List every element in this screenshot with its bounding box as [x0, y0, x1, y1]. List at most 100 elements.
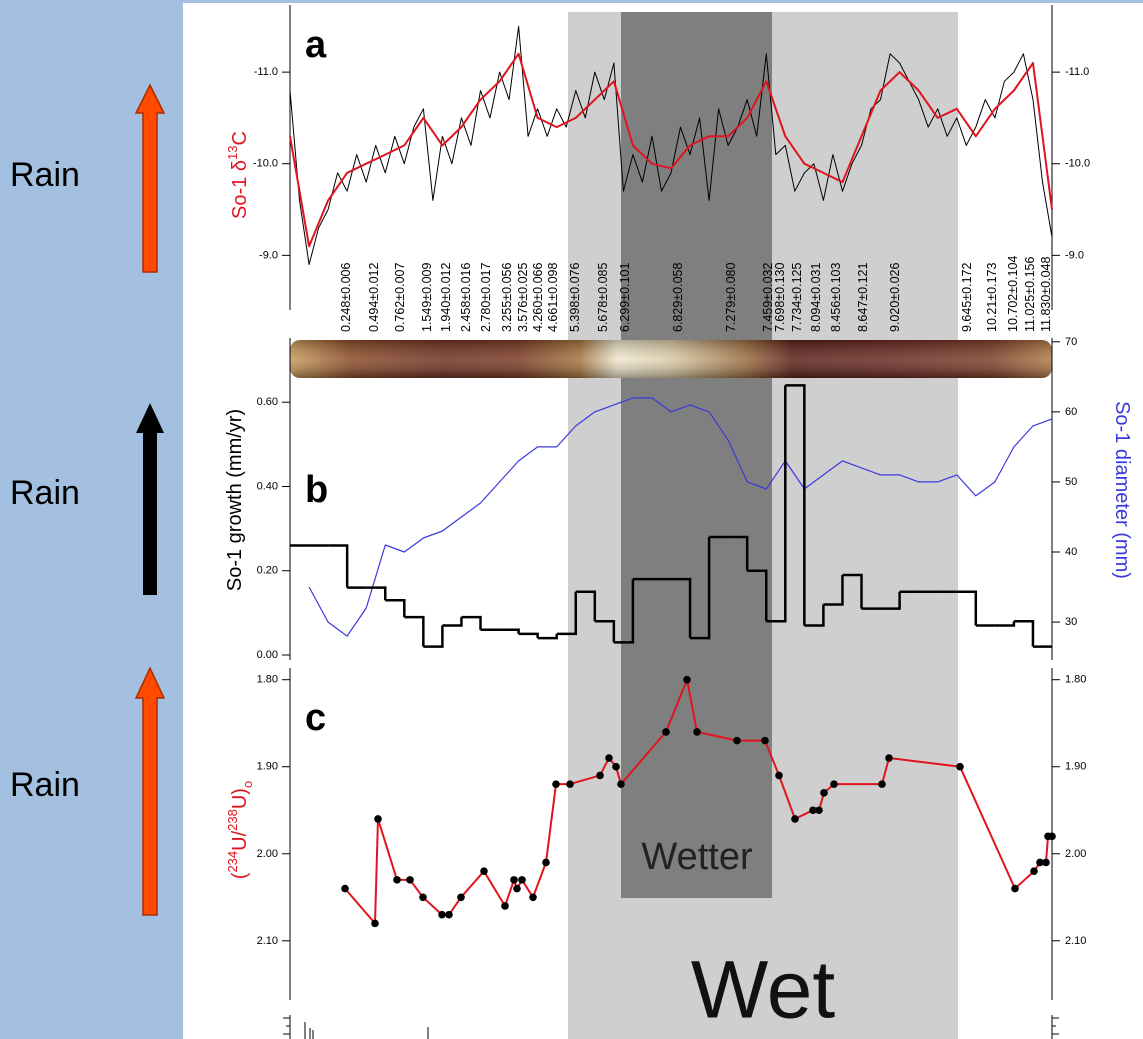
data-point	[693, 728, 701, 736]
data-point	[513, 884, 521, 893]
data-point	[1042, 858, 1050, 867]
step-segment	[823, 574, 844, 606]
y-axis-title-part: U/	[229, 830, 251, 850]
y-axis-title-part: 234	[225, 851, 240, 873]
age-label: 3.255±0.056	[500, 263, 514, 332]
age-label: 7.279±0.080	[724, 263, 738, 332]
y2-tick-label: -9.0	[1065, 249, 1084, 261]
data-point	[612, 762, 620, 771]
step-segment	[747, 569, 768, 622]
step-segment	[842, 573, 863, 609]
y2-tick-label: -11.0	[1065, 66, 1089, 78]
arrow	[134, 666, 166, 916]
data-point	[566, 780, 574, 788]
data-line	[308, 397, 1053, 637]
y2-tick-label: -10.0	[1065, 158, 1090, 170]
age-label: 5.678±0.085	[596, 263, 610, 332]
step-segment	[956, 590, 978, 626]
age-label: 9.020±0.026	[888, 263, 902, 332]
y-axis-title-part: (	[229, 872, 251, 879]
step-segment	[537, 633, 558, 640]
y2-axis-title: So-1 diameter (mm)	[1111, 401, 1133, 579]
data-point	[885, 754, 893, 762]
age-label: 4.661±0.098	[546, 263, 560, 332]
age-label: 11.025±0.156	[1023, 257, 1037, 332]
y-tick-label: -9.0	[259, 249, 278, 261]
data-point	[1048, 832, 1056, 841]
data-point	[393, 876, 401, 884]
data-point	[518, 876, 526, 884]
y2-tick-label: 60	[1065, 406, 1077, 418]
data-point	[596, 771, 604, 780]
y-axis-title-part: 238	[225, 809, 240, 831]
data-point	[341, 884, 349, 893]
y-tick-label: 0.40	[257, 480, 278, 492]
step-segment	[366, 586, 387, 601]
data-point	[552, 780, 560, 788]
data-point	[438, 910, 446, 919]
data-point	[605, 754, 613, 762]
age-label: 1.940±0.012	[439, 263, 453, 332]
age-label: 8.647±0.121	[856, 263, 870, 332]
age-label: 2.458±0.016	[459, 263, 473, 332]
step-segment	[804, 604, 825, 627]
y-tick-label: 0.20	[257, 565, 278, 577]
y-axis-title: (234U/238U)o	[225, 781, 255, 879]
data-point	[374, 815, 382, 823]
step-segment	[461, 615, 482, 630]
step-segment	[594, 620, 616, 643]
step-segment	[328, 544, 349, 588]
y2-tick-label: 2.10	[1065, 935, 1086, 947]
y-tick-label: 2.10	[257, 935, 278, 947]
y-tick-label: 2.00	[257, 848, 278, 860]
age-label: 7.698±0.130	[773, 263, 787, 332]
y2-tick-label: 30	[1065, 616, 1077, 628]
y2-tick-label: 70	[1065, 336, 1077, 348]
data-point	[775, 771, 783, 780]
data-point	[878, 780, 886, 788]
y-axis-title-part: So-1 δ	[229, 160, 251, 219]
annotation: Wet	[691, 945, 836, 1036]
y-axis-title-part: 13	[225, 146, 240, 160]
data-point	[809, 806, 817, 815]
age-label: 8.094±0.031	[809, 263, 823, 332]
age-label: 6.299±0.101	[618, 263, 632, 332]
step-segment	[556, 591, 577, 636]
step-segment	[423, 625, 444, 648]
age-label: 5.398±0.076	[568, 263, 582, 332]
step-segment	[385, 598, 406, 618]
y-axis-title-part: U)	[229, 788, 251, 809]
data-line	[289, 25, 1053, 265]
y2-tick-label: 50	[1065, 476, 1077, 488]
age-label: 7.734±0.125	[790, 263, 804, 332]
step-segment	[728, 535, 749, 571]
panel-d-axes	[283, 1015, 1059, 1039]
age-label: 0.494±0.012	[367, 263, 381, 332]
data-point	[683, 675, 691, 684]
y2-tick-label: 2.00	[1065, 848, 1086, 860]
step-segment	[1013, 620, 1035, 647]
panel-label: b	[305, 469, 328, 511]
age-label: 10.21±0.173	[985, 263, 999, 332]
age-label: 9.645±0.172	[960, 263, 974, 332]
y2-tick-label: 1.80	[1065, 674, 1086, 686]
y-tick-label: 1.90	[257, 761, 278, 773]
step-segment	[785, 384, 806, 626]
y2-tick-label: 1.90	[1065, 761, 1086, 773]
data-point	[419, 893, 427, 902]
stalagmite-shade	[290, 340, 1052, 378]
y-tick-label: -11.0	[254, 66, 278, 78]
data-point	[371, 919, 379, 928]
y-tick-label: 0.60	[257, 396, 278, 408]
y-axis-title-part: o	[240, 781, 255, 788]
side-label: Rain	[10, 766, 80, 804]
age-label: 7.459±0.032	[761, 263, 775, 332]
age-label: 4.260±0.066	[531, 263, 545, 332]
y2-tick-label: 40	[1065, 546, 1077, 558]
y-tick-label: 1.80	[257, 674, 278, 686]
data-point	[761, 736, 769, 745]
step-segment	[766, 385, 787, 623]
panel-label: c	[305, 697, 326, 739]
panel-label: a	[305, 24, 327, 66]
